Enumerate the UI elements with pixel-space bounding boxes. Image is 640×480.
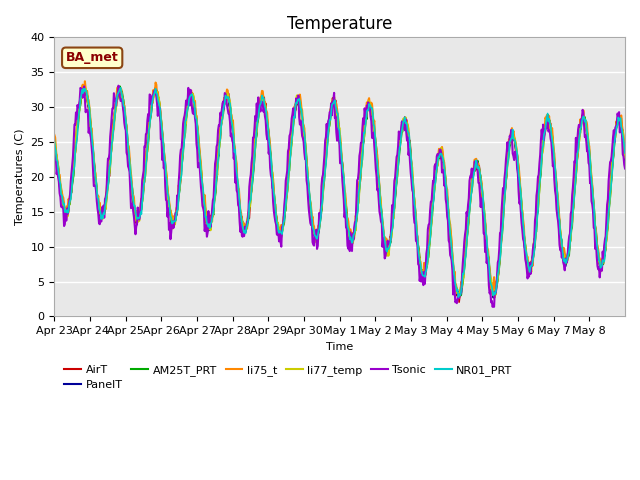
PanelT	[118, 93, 126, 99]
AM25T_PRT	[454, 293, 462, 299]
PanelT	[399, 120, 407, 126]
NR01_PRT	[621, 150, 629, 156]
NR01_PRT	[399, 119, 407, 124]
li75_t	[223, 86, 231, 92]
li77_temp	[621, 155, 629, 160]
PanelT	[490, 295, 497, 300]
AirT	[621, 149, 629, 155]
NR01_PRT	[431, 180, 439, 186]
li75_t	[399, 122, 407, 128]
Title: Temperature: Temperature	[287, 15, 392, 33]
li77_temp	[273, 222, 281, 228]
li77_temp	[252, 144, 259, 150]
AM25T_PRT	[399, 121, 407, 127]
li77_temp	[431, 175, 439, 181]
AM25T_PRT	[621, 149, 629, 155]
AM25T_PRT	[51, 136, 58, 142]
li75_t	[252, 129, 259, 135]
Tsonic	[399, 121, 407, 127]
li75_t	[51, 132, 58, 138]
AM25T_PRT	[431, 180, 439, 186]
PanelT	[223, 91, 231, 96]
Tsonic	[118, 96, 126, 102]
PanelT	[252, 137, 259, 143]
AirT	[81, 83, 88, 89]
Text: BA_met: BA_met	[66, 51, 118, 64]
NR01_PRT	[454, 294, 462, 300]
X-axis label: Time: Time	[326, 342, 353, 352]
Line: li75_t: li75_t	[54, 81, 625, 297]
Tsonic	[621, 166, 629, 171]
li75_t	[491, 294, 499, 300]
AM25T_PRT	[273, 216, 281, 221]
PanelT	[81, 83, 88, 88]
Line: li77_temp: li77_temp	[54, 88, 625, 298]
AM25T_PRT	[223, 93, 231, 99]
AM25T_PRT	[118, 88, 126, 94]
li75_t	[118, 94, 126, 100]
AirT	[455, 299, 463, 305]
li77_temp	[399, 116, 407, 121]
Tsonic	[273, 231, 281, 237]
Line: AM25T_PRT: AM25T_PRT	[54, 86, 625, 296]
Tsonic	[252, 113, 259, 119]
li77_temp	[51, 139, 58, 145]
Legend: AirT, PanelT, AM25T_PRT, li75_t, li77_temp, Tsonic, NR01_PRT: AirT, PanelT, AM25T_PRT, li75_t, li77_te…	[60, 360, 517, 395]
Tsonic	[431, 161, 439, 167]
NR01_PRT	[118, 93, 126, 98]
AirT	[431, 176, 439, 182]
li77_temp	[223, 90, 231, 96]
Line: AirT: AirT	[54, 86, 625, 302]
NR01_PRT	[252, 145, 259, 151]
li75_t	[621, 144, 629, 150]
li75_t	[431, 170, 439, 176]
AM25T_PRT	[81, 83, 89, 89]
PanelT	[431, 172, 439, 178]
AirT	[51, 139, 58, 144]
PanelT	[621, 161, 629, 167]
Tsonic	[115, 83, 122, 88]
li77_temp	[118, 95, 126, 100]
AirT	[223, 93, 231, 99]
li77_temp	[115, 85, 122, 91]
Tsonic	[223, 102, 231, 108]
li75_t	[81, 78, 89, 84]
Line: PanelT: PanelT	[54, 85, 625, 298]
PanelT	[51, 143, 58, 149]
AirT	[252, 138, 259, 144]
PanelT	[273, 219, 281, 225]
li77_temp	[455, 295, 463, 301]
Line: Tsonic: Tsonic	[54, 85, 625, 307]
NR01_PRT	[116, 85, 124, 91]
NR01_PRT	[273, 220, 281, 226]
li75_t	[273, 219, 281, 225]
AM25T_PRT	[252, 145, 259, 151]
Tsonic	[51, 152, 58, 157]
Tsonic	[490, 304, 498, 310]
Y-axis label: Temperatures (C): Temperatures (C)	[15, 129, 25, 225]
NR01_PRT	[223, 95, 231, 101]
AirT	[118, 90, 126, 96]
AirT	[399, 121, 407, 127]
AirT	[273, 217, 281, 223]
Line: NR01_PRT: NR01_PRT	[54, 88, 625, 297]
NR01_PRT	[51, 137, 58, 143]
